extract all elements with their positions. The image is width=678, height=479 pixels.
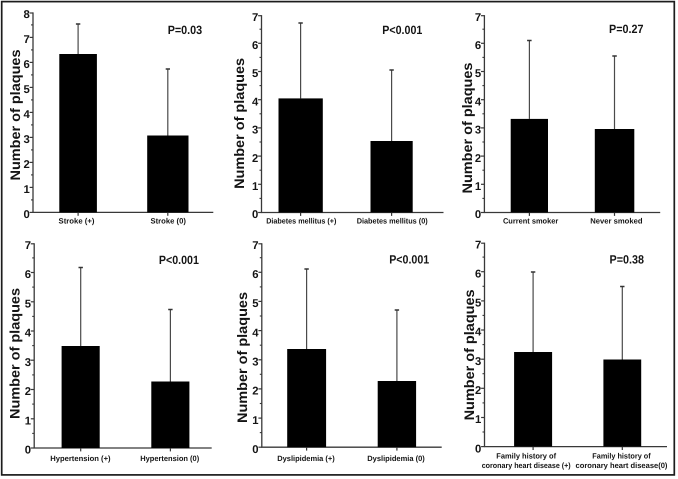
svg-text:Never smoked: Never smoked <box>590 216 642 225</box>
svg-text:7: 7 <box>475 239 481 251</box>
svg-text:1: 1 <box>24 184 30 196</box>
svg-text:Number of plaques: Number of plaques <box>232 58 247 189</box>
svg-text:Number of plaques: Number of plaques <box>462 289 477 420</box>
svg-text:6: 6 <box>475 268 481 280</box>
svg-text:3: 3 <box>475 356 481 368</box>
svg-text:6: 6 <box>475 40 481 52</box>
svg-text:P<0.001: P<0.001 <box>382 23 422 37</box>
svg-text:2: 2 <box>475 153 481 165</box>
svg-text:4: 4 <box>252 96 259 108</box>
svg-text:Hypertension (0): Hypertension (0) <box>140 454 199 463</box>
svg-text:0: 0 <box>252 209 258 221</box>
svg-text:P=0.27: P=0.27 <box>609 22 644 36</box>
svg-text:coronary heart disease(0): coronary heart disease(0) <box>576 461 668 470</box>
svg-text:3: 3 <box>24 134 30 146</box>
svg-text:Dyslipidemia (+): Dyslipidemia (+) <box>277 454 335 463</box>
svg-text:7: 7 <box>24 34 30 46</box>
svg-text:1: 1 <box>25 415 31 427</box>
svg-text:P=0.03: P=0.03 <box>168 23 203 37</box>
svg-text:4: 4 <box>475 96 482 108</box>
svg-text:P<0.001: P<0.001 <box>159 253 199 267</box>
svg-text:Diabetes mellitus (+): Diabetes mellitus (+) <box>266 216 337 225</box>
svg-text:8: 8 <box>24 9 30 21</box>
svg-text:7: 7 <box>252 12 258 24</box>
svg-text:0: 0 <box>475 209 481 221</box>
svg-text:0: 0 <box>24 209 30 221</box>
svg-text:7: 7 <box>252 240 258 252</box>
svg-text:5: 5 <box>475 298 481 310</box>
svg-text:5: 5 <box>25 298 31 310</box>
svg-text:5: 5 <box>252 298 258 310</box>
svg-text:P=0.38: P=0.38 <box>610 253 645 267</box>
svg-text:7: 7 <box>475 12 481 24</box>
svg-text:3: 3 <box>252 356 258 368</box>
svg-text:Current smoker: Current smoker <box>503 216 558 225</box>
svg-text:0: 0 <box>25 445 31 457</box>
svg-text:Family history of: Family history of <box>592 451 651 460</box>
svg-text:6: 6 <box>24 59 30 71</box>
svg-text:1: 1 <box>475 181 481 193</box>
svg-text:4: 4 <box>25 328 32 340</box>
svg-text:2: 2 <box>252 386 258 398</box>
svg-text:7: 7 <box>25 240 31 252</box>
svg-text:3: 3 <box>25 357 31 369</box>
svg-text:2: 2 <box>25 386 31 398</box>
svg-text:6: 6 <box>25 269 31 281</box>
svg-text:Number of plaques: Number of plaques <box>460 62 475 193</box>
svg-text:5: 5 <box>252 68 258 80</box>
svg-text:6: 6 <box>252 269 258 281</box>
svg-text:1: 1 <box>252 415 258 427</box>
svg-text:3: 3 <box>252 125 258 137</box>
svg-text:0: 0 <box>475 443 481 455</box>
svg-text:Dyslipidemia (0): Dyslipidemia (0) <box>367 454 425 463</box>
svg-text:1: 1 <box>252 181 258 193</box>
svg-text:Hypertension (+): Hypertension (+) <box>50 454 111 463</box>
svg-text:Number of plaques: Number of plaques <box>8 288 23 419</box>
svg-text:3: 3 <box>475 125 481 137</box>
svg-text:Family history of: Family history of <box>496 451 556 460</box>
svg-text:4: 4 <box>475 327 482 339</box>
svg-text:Stroke (0): Stroke (0) <box>151 216 187 225</box>
svg-text:6: 6 <box>252 40 258 52</box>
svg-text:4: 4 <box>252 327 259 339</box>
svg-text:0: 0 <box>252 444 258 456</box>
svg-text:4: 4 <box>24 109 31 121</box>
svg-text:1: 1 <box>475 414 481 426</box>
svg-text:Diabetes mellitus (0): Diabetes mellitus (0) <box>357 216 428 225</box>
svg-text:Stroke (+): Stroke (+) <box>59 216 95 225</box>
svg-text:coronary heart disease (+): coronary heart disease (+) <box>482 461 571 470</box>
svg-text:2: 2 <box>24 159 30 171</box>
svg-text:5: 5 <box>24 84 30 96</box>
svg-text:2: 2 <box>475 385 481 397</box>
svg-text:2: 2 <box>252 153 258 165</box>
svg-text:Number of plaques: Number of plaques <box>235 292 250 423</box>
svg-text:P<0.001: P<0.001 <box>389 253 429 267</box>
svg-text:5: 5 <box>475 68 481 80</box>
svg-text:Number of plaques: Number of plaques <box>8 49 23 180</box>
